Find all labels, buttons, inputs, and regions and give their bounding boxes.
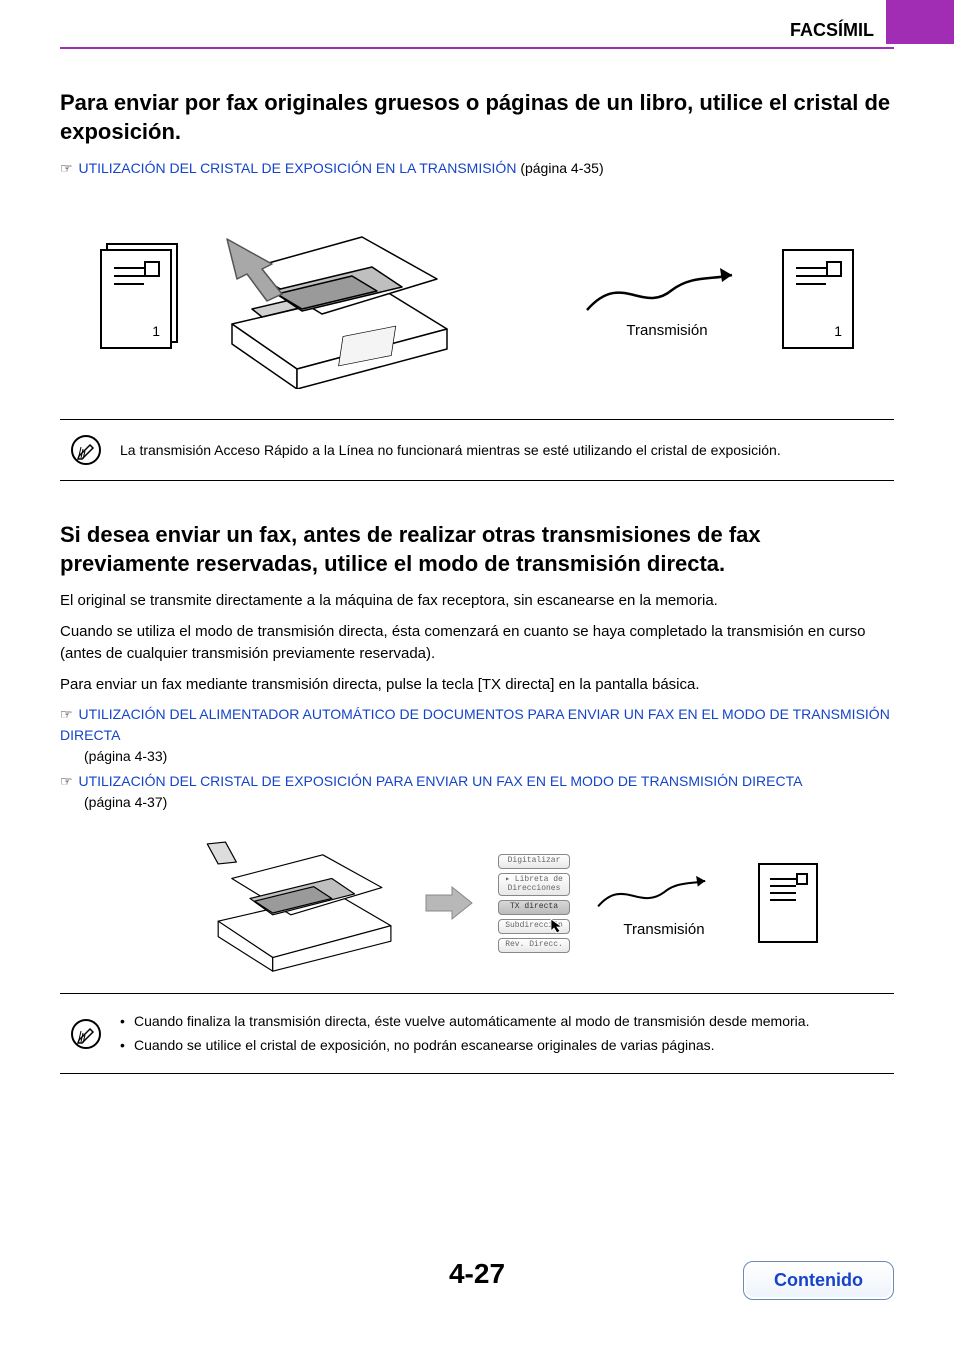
section2-reference2: ☞ UTILIZACIÓN DEL CRISTAL DE EXPOSICIÓN … bbox=[60, 771, 894, 813]
header-title: FACSÍMIL bbox=[60, 20, 894, 41]
transmission-label: Transmisión bbox=[626, 322, 707, 339]
section2-figure: Digitalizar ▸ Libreta de Direcciones TX … bbox=[200, 833, 894, 973]
section2-note-item: Cuando finaliza la transmisión directa, … bbox=[120, 1011, 809, 1032]
section2-ref1-page: (página 4-33) bbox=[84, 748, 167, 764]
pencil-note-icon bbox=[70, 434, 102, 466]
section1-reference: ☞ UTILIZACIÓN DEL CRISTAL DE EXPOSICIÓN … bbox=[60, 158, 894, 179]
doc-right-number: 1 bbox=[834, 323, 842, 339]
section2-title: Si desea enviar un fax, antes de realiza… bbox=[60, 521, 894, 578]
section1-title: Para enviar por fax originales gruesos o… bbox=[60, 89, 894, 146]
panel-buttons: Digitalizar ▸ Libreta de Direcciones TX … bbox=[498, 854, 570, 953]
panel-btn-subdireccion[interactable]: Subdirección bbox=[498, 919, 570, 934]
contents-button[interactable]: Contenido bbox=[743, 1261, 894, 1300]
section1-ref-page: (página 4-35) bbox=[516, 160, 603, 176]
side-tab bbox=[886, 0, 954, 44]
section1-note-text: La transmisión Acceso Rápido a la Línea … bbox=[120, 440, 781, 461]
section1-note: La transmisión Acceso Rápido a la Línea … bbox=[60, 419, 894, 481]
section2-ref2-link[interactable]: UTILIZACIÓN DEL CRISTAL DE EXPOSICIÓN PA… bbox=[78, 773, 802, 789]
section2-ref1-link[interactable]: UTILIZACIÓN DEL ALIMENTADOR AUTOMÁTICO D… bbox=[60, 706, 890, 743]
section2-para3: Para enviar un fax mediante transmisión … bbox=[60, 674, 894, 697]
thick-arrow-icon bbox=[424, 883, 474, 923]
section1-figure: 1 bbox=[100, 209, 894, 389]
printer-illustration bbox=[202, 209, 462, 389]
section2-para1: El original se transmite directamente a … bbox=[60, 590, 894, 613]
doc-left-number: 1 bbox=[152, 323, 160, 339]
transmission-arrow-icon bbox=[594, 869, 734, 919]
transmission-label-2: Transmisión bbox=[623, 921, 704, 938]
section2-para2: Cuando se utiliza el modo de transmisión… bbox=[60, 621, 894, 666]
section2-notes: Cuando finaliza la transmisión directa, … bbox=[60, 993, 894, 1074]
transmission-arrow-icon bbox=[582, 260, 752, 320]
panel-btn-revdirecc[interactable]: Rev. Direcc. bbox=[498, 938, 570, 953]
section2-reference1: ☞ UTILIZACIÓN DEL ALIMENTADOR AUTOMÁTICO… bbox=[60, 704, 894, 767]
section2-ref2-page: (página 4-37) bbox=[84, 794, 167, 810]
cursor-icon bbox=[549, 917, 567, 935]
section1-ref-link[interactable]: UTILIZACIÓN DEL CRISTAL DE EXPOSICIÓN EN… bbox=[78, 160, 516, 176]
section2-note-item: Cuando se utilice el cristal de exposici… bbox=[120, 1035, 809, 1056]
panel-btn-digitalizar[interactable]: Digitalizar bbox=[498, 854, 570, 869]
pointer-icon: ☞ bbox=[60, 160, 73, 176]
panel-btn-txdirecta[interactable]: TX directa bbox=[498, 900, 570, 915]
printer-illustration-small bbox=[200, 833, 400, 973]
pointer-icon: ☞ bbox=[60, 773, 73, 789]
panel-btn-libreta[interactable]: ▸ Libreta de Direcciones bbox=[498, 873, 570, 897]
pencil-note-icon bbox=[70, 1018, 102, 1050]
pointer-icon: ☞ bbox=[60, 706, 73, 722]
